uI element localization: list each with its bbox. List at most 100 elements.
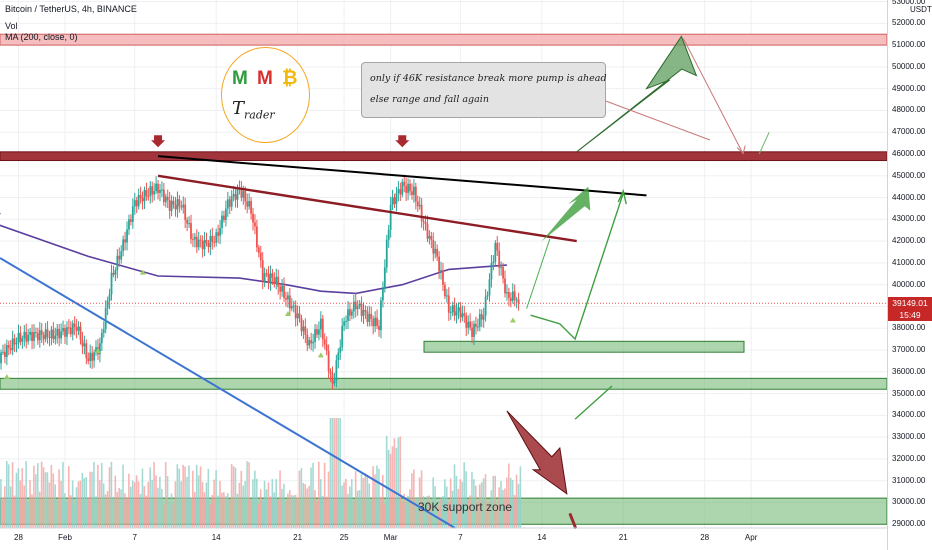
volume-bar (168, 503, 171, 528)
candle-body (502, 267, 504, 279)
volume-bar (153, 461, 155, 528)
candle-body (143, 190, 146, 202)
volume-bar (519, 466, 522, 528)
volume-bar (438, 505, 440, 528)
candle-body (381, 288, 384, 301)
volume-bar (319, 479, 322, 528)
volume-bar (271, 479, 274, 528)
volume-bar (277, 499, 279, 528)
volume-bar (471, 471, 473, 528)
volume-bar (242, 485, 245, 528)
volume-bar (329, 418, 332, 528)
candle-body (436, 248, 439, 257)
candle-body (182, 204, 185, 208)
candle-body (476, 326, 479, 328)
candle-body (135, 200, 138, 207)
volume-bar (122, 464, 124, 528)
volume-bar (376, 465, 378, 528)
candle-body (312, 341, 315, 344)
logo-letter-m-red: M (257, 68, 273, 89)
candle-body (331, 373, 334, 384)
candle-body (29, 331, 32, 335)
volume-bar (254, 470, 256, 528)
candle-body (91, 352, 94, 361)
volume-bar (35, 474, 37, 528)
volume-bar (0, 479, 2, 528)
volume-bar (354, 471, 357, 528)
candle-body (7, 345, 10, 348)
candle-body (277, 276, 280, 287)
signal-triangle (139, 269, 146, 275)
volume-bar (188, 465, 190, 528)
chart-canvas[interactable] (0, 0, 887, 550)
candle-body (124, 239, 126, 243)
candle-body (87, 358, 90, 362)
candle-body (337, 352, 340, 361)
volume-bar (50, 464, 53, 528)
volume-bar (234, 467, 237, 528)
candle-body (106, 300, 109, 308)
candle-body (25, 331, 28, 342)
candle-body (75, 327, 78, 331)
candle-body (172, 200, 175, 205)
red-down-arrow-icon (395, 135, 410, 148)
volume-bar (465, 471, 467, 528)
candle-body (292, 305, 295, 307)
volume-bar (95, 496, 97, 528)
volume-bar (19, 480, 22, 528)
candle-body (36, 333, 39, 341)
candle-body (108, 294, 111, 301)
candle-body (420, 204, 423, 221)
candle-body (232, 194, 235, 197)
candle-body (360, 304, 363, 316)
candle-body (350, 311, 353, 316)
candle-body (120, 251, 123, 260)
candle-body (294, 305, 297, 319)
volume-bar (151, 479, 153, 528)
analysis-callout[interactable]: only if 46K resistance break more pump i… (361, 62, 607, 118)
volume-bar (413, 469, 415, 528)
candle-body (207, 243, 210, 248)
volume-bar (38, 491, 41, 528)
candle-body (62, 328, 64, 332)
candle-body (166, 196, 169, 201)
candle-body (482, 315, 485, 320)
candle-body (281, 285, 283, 292)
candle-body (492, 261, 495, 264)
candle-body (46, 329, 49, 338)
volume-bar (9, 486, 12, 528)
candle-body (389, 204, 392, 230)
ma-indicator-label[interactable]: MA (200, close, 0) (5, 32, 78, 42)
candle-body (333, 380, 336, 384)
volume-bar (221, 492, 223, 528)
volume-bar (418, 477, 421, 528)
ma200-line (0, 212, 507, 295)
volume-bar (449, 478, 452, 528)
volume-bar (509, 477, 512, 528)
volume-bar (463, 462, 465, 528)
volume-bar (504, 488, 506, 528)
volume-bar (416, 497, 419, 528)
candle-body (114, 270, 117, 275)
candle-body (471, 327, 473, 337)
volume-bar (350, 479, 353, 528)
candle-body (288, 295, 291, 309)
candle-body (192, 239, 194, 241)
candle-body (155, 183, 158, 192)
price-tick-label: 52000.00 (892, 18, 926, 28)
candle-body (341, 325, 344, 348)
volume-bar (432, 477, 434, 528)
candle-body (77, 326, 80, 331)
price-axis[interactable]: USDT 53000.00 52000.00 51000.00 50000.00 4900… (887, 0, 932, 550)
candle-body (188, 223, 190, 225)
volume-bar (308, 485, 310, 528)
volume-bar (93, 462, 95, 528)
volume-bar (226, 493, 229, 528)
volume-bar (366, 474, 369, 528)
projection-down-line (682, 38, 744, 155)
volume-bar (211, 494, 214, 528)
volume-bar (85, 477, 88, 528)
candle-body (287, 295, 289, 300)
candle-body (190, 223, 192, 240)
volume-indicator-label[interactable]: Vol (5, 21, 18, 31)
